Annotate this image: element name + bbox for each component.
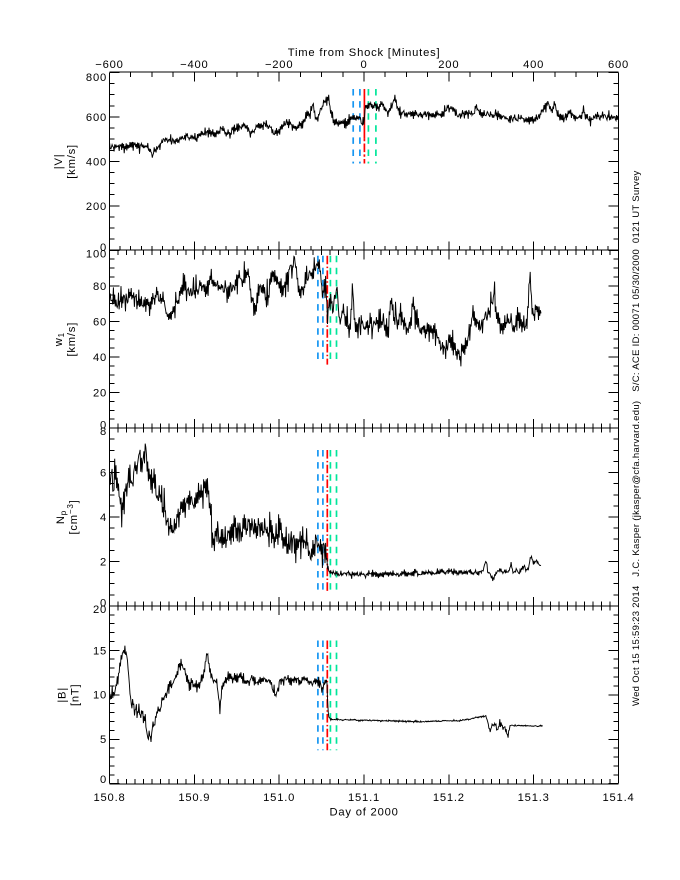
svg-text:10: 10 [93,690,107,702]
svg-text:[nT]: [nT] [70,684,82,706]
svg-text:Np: Np [55,510,68,524]
svg-text:−200: −200 [265,59,293,71]
svg-text:150.9: 150.9 [178,792,210,804]
svg-text:800: 800 [86,72,107,84]
svg-text:[km/s]: [km/s] [66,322,78,357]
svg-text:40: 40 [93,352,107,364]
svg-text:151.2: 151.2 [433,792,465,804]
svg-text:−600: −600 [95,59,123,71]
svg-text:100: 100 [86,248,107,260]
svg-text:|B|: |B| [57,687,69,703]
svg-text:15: 15 [93,645,107,657]
svg-text:[km/s]: [km/s] [66,144,78,179]
svg-text:w1: w1 [53,332,66,347]
svg-text:5: 5 [100,734,107,746]
svg-text:−400: −400 [180,59,208,71]
svg-text:2: 2 [100,556,107,568]
svg-text:0: 0 [100,597,107,609]
svg-text:8: 8 [100,426,107,438]
svg-text:Wed Oct 15 15:59:23 2014 J.C: Wed Oct 15 15:59:23 2014 J.C. Kasper (jk… [631,170,642,706]
svg-text:151.4: 151.4 [603,792,635,804]
svg-text:6: 6 [100,467,107,479]
svg-text:80: 80 [93,281,107,293]
svg-text:151.0: 151.0 [263,792,295,804]
svg-text:400: 400 [523,59,544,71]
svg-text:20: 20 [93,387,107,399]
svg-text:151.1: 151.1 [348,792,380,804]
svg-text:200: 200 [86,201,107,213]
svg-text:4: 4 [100,512,107,524]
svg-text:600: 600 [608,59,629,71]
svg-text:Time from Shock [Minutes]: Time from Shock [Minutes] [288,47,441,59]
svg-text:0: 0 [100,774,107,786]
svg-text:60: 60 [93,316,107,328]
svg-text:Day of 2000: Day of 2000 [330,807,399,819]
svg-text:151.3: 151.3 [518,792,550,804]
svg-text:0: 0 [100,242,107,254]
svg-text:200: 200 [438,59,459,71]
svg-text:150.8: 150.8 [94,792,126,804]
svg-text:|V|: |V| [53,154,65,170]
svg-text:600: 600 [86,112,107,124]
svg-text:400: 400 [86,156,107,168]
svg-text:0: 0 [100,420,107,432]
svg-text:0: 0 [360,59,367,71]
svg-text:20: 20 [93,604,107,616]
